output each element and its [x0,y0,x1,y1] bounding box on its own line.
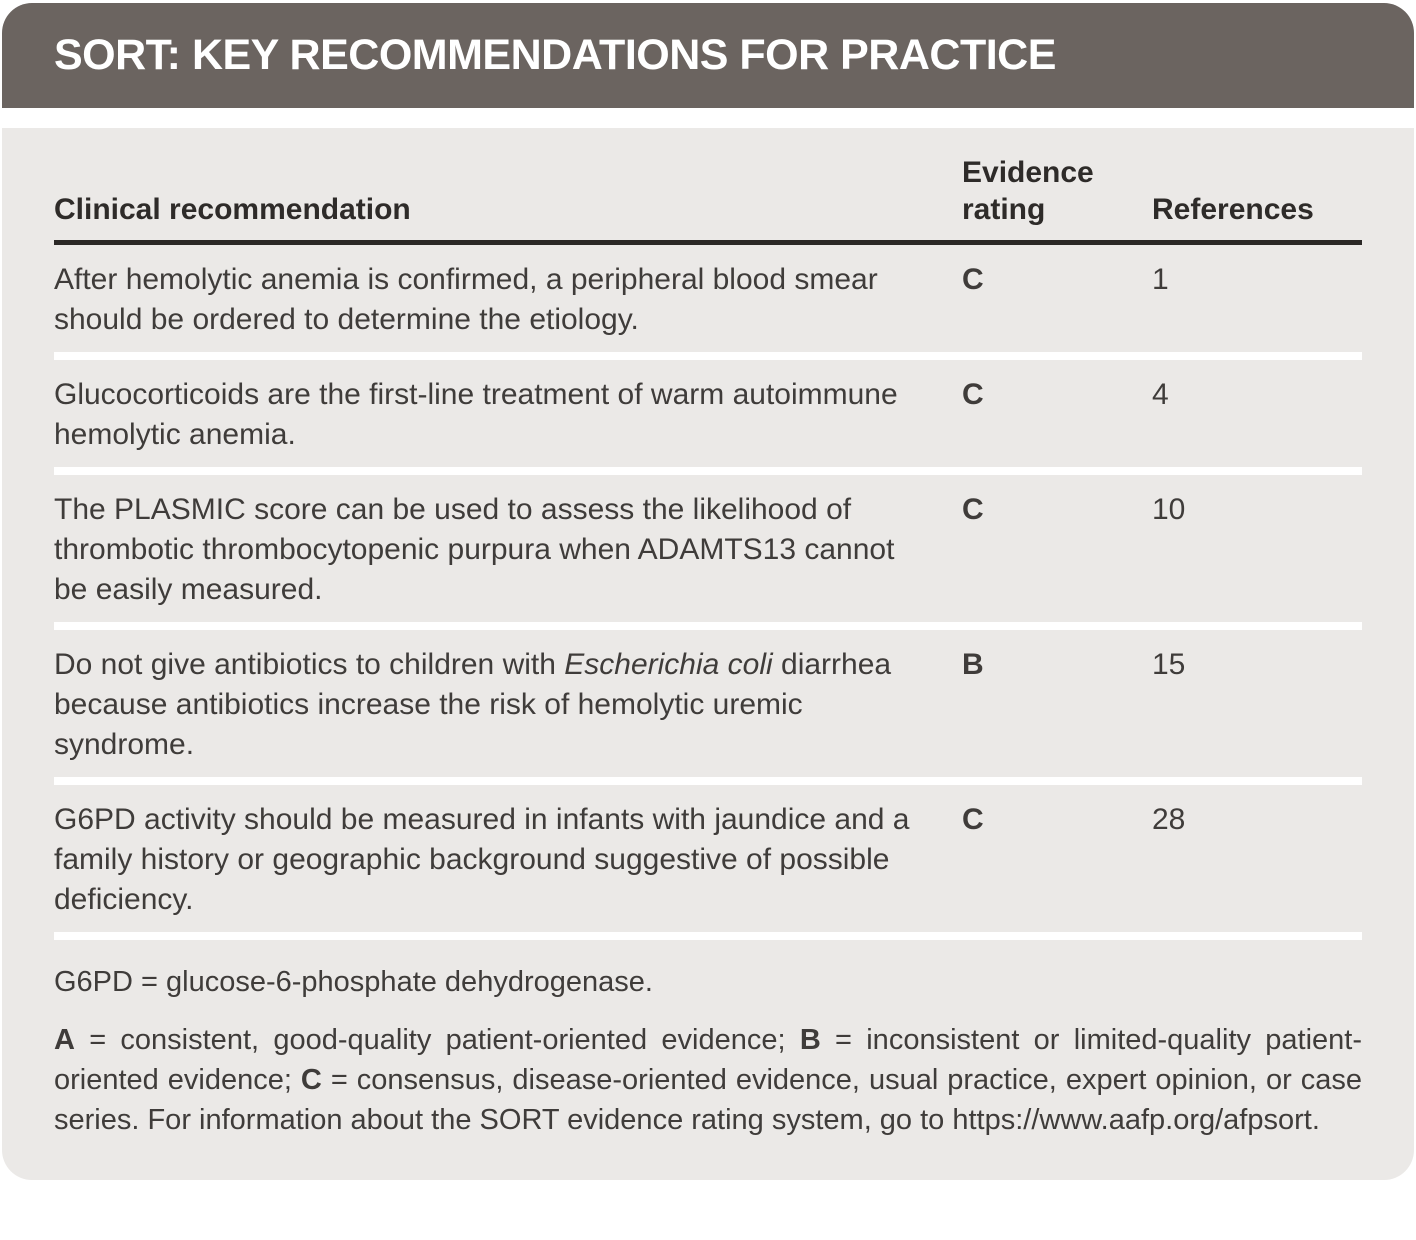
column-header-clinical-recommendation: Clinical recommendation [54,193,411,226]
recommendation-cell: Do not give antibiotics to children with… [54,645,962,765]
legend-c-text: = consensus, disease-oriented evidence, … [54,1064,1362,1136]
recommendation-italic-text: Escherichia coli [564,648,773,681]
evidence-rating-cell: C [962,803,984,836]
recommendation-cell: The PLASMIC score can be used to assess … [54,493,895,606]
card-header-bar: SORT: KEY RECOMMENDATIONS FOR PRACTICE [2,3,1414,108]
references-cell: 15 [1152,648,1186,681]
evidence-rating-cell: B [962,648,984,681]
sort-table-card: SORT: KEY RECOMMENDATIONS FOR PRACTICE C… [2,3,1414,1180]
recommendation-cell: Glucocorticoids are the first-line treat… [54,378,898,451]
card-title: SORT: KEY RECOMMENDATIONS FOR PRACTICE [54,31,1056,79]
references-cell: 10 [1152,493,1186,526]
footnote-sort-legend: A = consistent, good-quality patient-ori… [54,1020,1362,1140]
table-header-row: Clinical recommendation Evidence rating … [54,128,1362,245]
recommendation-cell: G6PD activity should be measured in infa… [54,803,910,916]
recommendation-text: Do not give antibiotics to children with [54,648,565,681]
table-row: After hemolytic anemia is confirmed, a p… [54,245,1362,352]
table-row: Glucocorticoids are the first-line treat… [54,352,1362,467]
references-cell: 4 [1152,378,1169,411]
references-cell: 28 [1152,803,1186,836]
column-header-evidence-rating: Evidence rating [962,156,1094,226]
evidence-rating-cell: C [962,378,984,411]
table-row: Do not give antibiotics to children with… [54,622,1362,777]
legend-a-text: = consistent, good-quality patient-orien… [74,1024,800,1056]
column-header-references: References [1152,193,1314,226]
references-cell: 1 [1152,263,1169,296]
footnotes-section: G6PD = glucose-6-phosphate dehydrogenase… [54,932,1362,1140]
legend-b-label: B [799,1024,821,1056]
card-body: Clinical recommendation Evidence rating … [2,128,1414,1180]
recommendation-cell: After hemolytic anemia is confirmed, a p… [54,263,878,336]
legend-b-text: = inconsistent or limited-quality patien… [54,1024,1362,1096]
recommendation-text: diarrhea because antibiotics increase th… [54,648,892,761]
evidence-rating-cell: C [962,263,984,296]
table-row: G6PD activity should be measured in infa… [54,777,1362,932]
evidence-rating-cell: C [962,493,984,526]
legend-c-label: C [300,1064,322,1096]
table-row: The PLASMIC score can be used to assess … [54,467,1362,622]
legend-a-label: A [54,1024,75,1056]
footnote-abbreviation: G6PD = glucose-6-phosphate dehydrogenase… [54,966,653,998]
header-body-divider [2,108,1414,128]
